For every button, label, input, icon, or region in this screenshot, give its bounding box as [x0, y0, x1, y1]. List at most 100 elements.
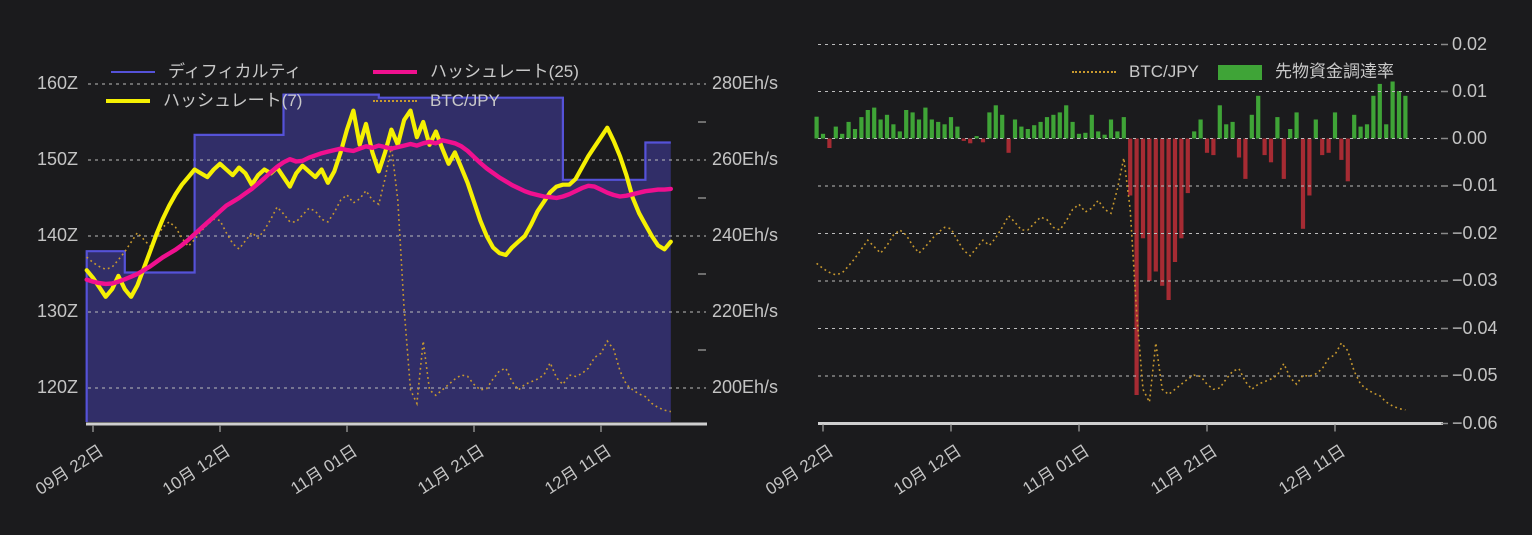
funding-bar	[1192, 131, 1196, 138]
legend-item-funding-rate[interactable]: 先物資金調達率	[1218, 62, 1394, 82]
y-axis-label-funding: −0.01	[1452, 176, 1498, 194]
legend-label: ディフィカルティ	[168, 62, 301, 82]
funding-bar	[1282, 139, 1286, 179]
funding-bar	[936, 122, 940, 139]
funding-bar	[1013, 120, 1017, 139]
funding-bar	[1077, 134, 1081, 139]
legend-item-btcjpy-right[interactable]: BTC/JPY	[1072, 62, 1199, 82]
y-axis-label-funding: −0.06	[1452, 414, 1498, 432]
y-axis-label-difficulty: 140Z	[8, 226, 78, 244]
funding-bar	[1320, 139, 1324, 156]
funding-bar	[1250, 115, 1254, 139]
legend-label: BTC/JPY	[1129, 62, 1199, 82]
funding-bar	[1378, 84, 1382, 139]
legend-item-hashrate7[interactable]: ハッシュレート(7)	[106, 91, 302, 111]
legend-item-difficulty[interactable]: ディフィカルティ	[111, 62, 301, 82]
y-axis-label-funding: −0.05	[1452, 366, 1498, 384]
funding-bar	[943, 124, 947, 138]
funding-bar	[1339, 139, 1343, 160]
funding-bar	[955, 127, 959, 139]
funding-bar	[1263, 139, 1267, 156]
y-axis-label-funding: −0.02	[1452, 224, 1498, 242]
y-axis-label-funding: 0.01	[1452, 82, 1487, 100]
funding-bar	[911, 112, 915, 138]
y-axis-label-hashrate: 220Eh/s	[712, 302, 778, 320]
y-axis-label-hashrate: 280Eh/s	[712, 74, 778, 92]
funding-bar	[1083, 133, 1087, 139]
funding-bar	[917, 120, 921, 139]
funding-bar	[1019, 127, 1023, 139]
funding-bar	[1090, 115, 1094, 139]
funding-bar	[1327, 139, 1331, 153]
funding-bar	[1160, 139, 1164, 286]
funding-bar	[1199, 120, 1203, 139]
funding-bar	[1243, 139, 1247, 179]
legend-label: ハッシュレート(7)	[163, 91, 302, 111]
funding-bar	[1218, 105, 1222, 138]
funding-bar	[1096, 131, 1100, 138]
funding-bar	[1179, 139, 1183, 239]
funding-bar	[1167, 139, 1171, 301]
funding-bar	[1256, 96, 1260, 139]
y-axis-label-difficulty: 120Z	[8, 378, 78, 396]
funding-bar	[1128, 139, 1132, 196]
y-axis-label-funding: −0.04	[1452, 319, 1498, 337]
funding-bar	[853, 129, 857, 139]
funding-bar	[834, 127, 838, 139]
funding-bar	[1007, 139, 1011, 153]
funding-bar	[1346, 139, 1350, 182]
legend-item-btcjpy-left[interactable]: BTC/JPY	[373, 91, 500, 111]
funding-bar	[885, 115, 889, 139]
funding-bar	[1224, 124, 1228, 138]
legend-label: 先物資金調達率	[1275, 62, 1394, 82]
btcjpy-dotted-swatch	[373, 100, 417, 102]
funding-bar	[1295, 112, 1299, 138]
legend-label: ハッシュレート(25)	[430, 62, 579, 82]
funding-bar	[1122, 117, 1126, 138]
funding-bar	[1051, 115, 1055, 139]
legend-item-hashrate25[interactable]: ハッシュレート(25)	[373, 62, 579, 82]
funding-bar	[923, 108, 927, 139]
y-axis-label-difficulty: 160Z	[8, 74, 78, 92]
funding-bar	[1141, 139, 1145, 239]
funding-bar	[1403, 96, 1407, 139]
funding-bar	[821, 134, 825, 139]
y-axis-label-funding: 0.00	[1452, 129, 1487, 147]
btcjpy-dotted-swatch	[1072, 71, 1116, 73]
funding-bar	[1307, 139, 1311, 196]
funding-bar	[847, 122, 851, 139]
funding-bar	[866, 110, 870, 139]
funding-bar	[1301, 139, 1305, 229]
funding-bar	[968, 139, 972, 144]
funding-bar	[840, 134, 844, 139]
funding-bar	[1103, 135, 1107, 139]
funding-bar	[815, 117, 819, 139]
funding-bar	[1211, 139, 1215, 156]
y-axis-label-difficulty: 150Z	[8, 150, 78, 168]
funding-bar	[1391, 82, 1395, 139]
funding-bar	[1384, 124, 1388, 138]
funding-bar	[872, 108, 876, 139]
btcjpy-line-right	[817, 158, 1406, 410]
funding-bar	[1314, 120, 1318, 139]
funding-bar	[949, 117, 953, 138]
funding-rate-swatch	[1218, 65, 1262, 80]
funding-bar	[1135, 139, 1139, 396]
funding-bar	[1397, 91, 1401, 139]
funding-bar	[1371, 96, 1375, 139]
funding-bar	[891, 124, 895, 138]
funding-bar	[1109, 120, 1113, 139]
funding-bar	[1154, 139, 1158, 272]
funding-bar	[1231, 122, 1235, 139]
funding-bar	[859, 117, 863, 138]
y-axis-label-hashrate: 200Eh/s	[712, 378, 778, 396]
funding-bar	[1032, 125, 1036, 138]
y-axis-label-hashrate: 260Eh/s	[712, 150, 778, 168]
funding-bar	[1058, 112, 1062, 138]
funding-bar	[1205, 139, 1209, 153]
funding-bar	[1237, 139, 1241, 158]
funding-bar	[827, 139, 831, 149]
funding-bar	[1365, 124, 1369, 138]
funding-bar	[904, 110, 908, 139]
funding-bar	[1039, 122, 1043, 139]
